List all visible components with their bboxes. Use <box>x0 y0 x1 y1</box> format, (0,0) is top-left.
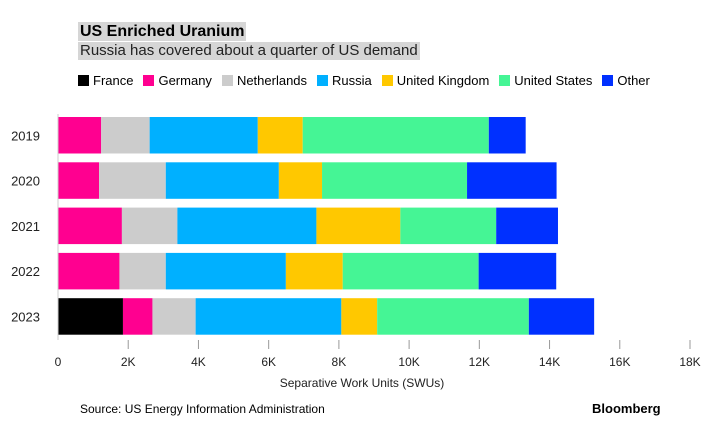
bar-segment-united-states <box>400 207 497 245</box>
y-category-label: 2023 <box>11 309 40 324</box>
legend-label: France <box>93 73 134 88</box>
legend-label: United States <box>514 73 593 88</box>
legend-item: Russia <box>317 72 372 89</box>
bar-segment-netherlands <box>121 207 178 245</box>
bar-segment-russia <box>177 207 317 245</box>
legend-label: United Kingdom <box>396 73 490 88</box>
bar-segment-germany <box>58 207 122 245</box>
x-axis-label: Separative Work Units (SWUs) <box>280 376 444 390</box>
bar-segment-united-states <box>377 298 529 335</box>
legend-swatch <box>143 75 155 86</box>
x-tick-label: 2K <box>121 355 136 369</box>
bar-segment-united-kingdom <box>257 117 303 154</box>
legend-item: Netherlands <box>221 72 308 89</box>
bar-segment-russia <box>149 117 258 154</box>
x-tick-label: 0 <box>55 355 62 369</box>
bar-segment-russia <box>165 252 286 290</box>
legend-label: Russia <box>332 73 372 88</box>
brand-logo: Bloomberg <box>592 401 661 416</box>
bar-segment-united-states <box>322 162 468 199</box>
x-tick-label: 6K <box>261 355 276 369</box>
legend-swatch <box>221 75 233 86</box>
bar-segment-netherlands <box>101 117 150 154</box>
legend-item: Other <box>602 72 650 89</box>
bar-segment-other <box>496 207 558 245</box>
legend-label: Other <box>617 73 650 88</box>
legend-item: France <box>78 72 133 89</box>
bar-segment-other <box>528 298 595 335</box>
bar-segment-united-states <box>302 117 489 154</box>
y-category-label: 2020 <box>11 174 40 189</box>
bar-segment-netherlands <box>119 252 166 290</box>
bar-segment-other <box>467 162 557 199</box>
bar-segment-russia <box>165 162 279 199</box>
bar-segment-other <box>478 252 557 290</box>
bar-segment-germany <box>58 117 102 154</box>
legend-swatch <box>602 75 614 86</box>
bar-segment-germany <box>122 298 153 335</box>
chart-title: US Enriched Uranium <box>78 22 247 41</box>
legend-swatch <box>381 75 393 86</box>
bar-segment-united-kingdom <box>341 298 378 335</box>
legend-swatch <box>78 75 89 86</box>
bar-segment-united-kingdom <box>278 162 323 199</box>
bar-segment-netherlands <box>152 298 196 335</box>
chart-subtitle: Russia has covered about a quarter of US… <box>78 42 420 60</box>
bar-segment-united-kingdom <box>316 207 401 245</box>
x-tick-label: 14K <box>539 355 560 369</box>
y-category-label: 2019 <box>11 128 40 143</box>
bar-segment-germany <box>58 162 100 199</box>
x-tick-label: 8K <box>332 355 347 369</box>
bar-segment-other <box>488 117 526 154</box>
x-tick-label: 12K <box>469 355 490 369</box>
bar-segment-france <box>58 298 123 335</box>
legend: France Germany Netherlands Russia United Kin… <box>78 72 678 90</box>
y-category-label: 2021 <box>11 219 40 234</box>
bar-segment-netherlands <box>99 162 166 199</box>
legend-label: Germany <box>158 73 212 88</box>
legend-swatch <box>317 75 329 86</box>
bar-segment-germany <box>58 252 120 290</box>
x-tick-label: 16K <box>609 355 630 369</box>
x-tick-label: 4K <box>191 355 206 369</box>
y-category-label: 2022 <box>11 264 40 279</box>
bar-segment-united-states <box>342 252 479 290</box>
bar-segment-russia <box>195 298 342 335</box>
legend-item: United States <box>499 72 592 89</box>
legend-item: United Kingdom <box>381 72 490 89</box>
source-note: Source: US Energy Information Administra… <box>80 402 325 416</box>
legend-item: Germany <box>143 72 212 89</box>
legend-swatch <box>499 75 511 86</box>
x-tick-label: 10K <box>398 355 419 369</box>
x-tick-label: 18K <box>679 355 700 369</box>
bar-segment-united-kingdom <box>285 252 343 290</box>
legend-label: Netherlands <box>236 73 308 88</box>
